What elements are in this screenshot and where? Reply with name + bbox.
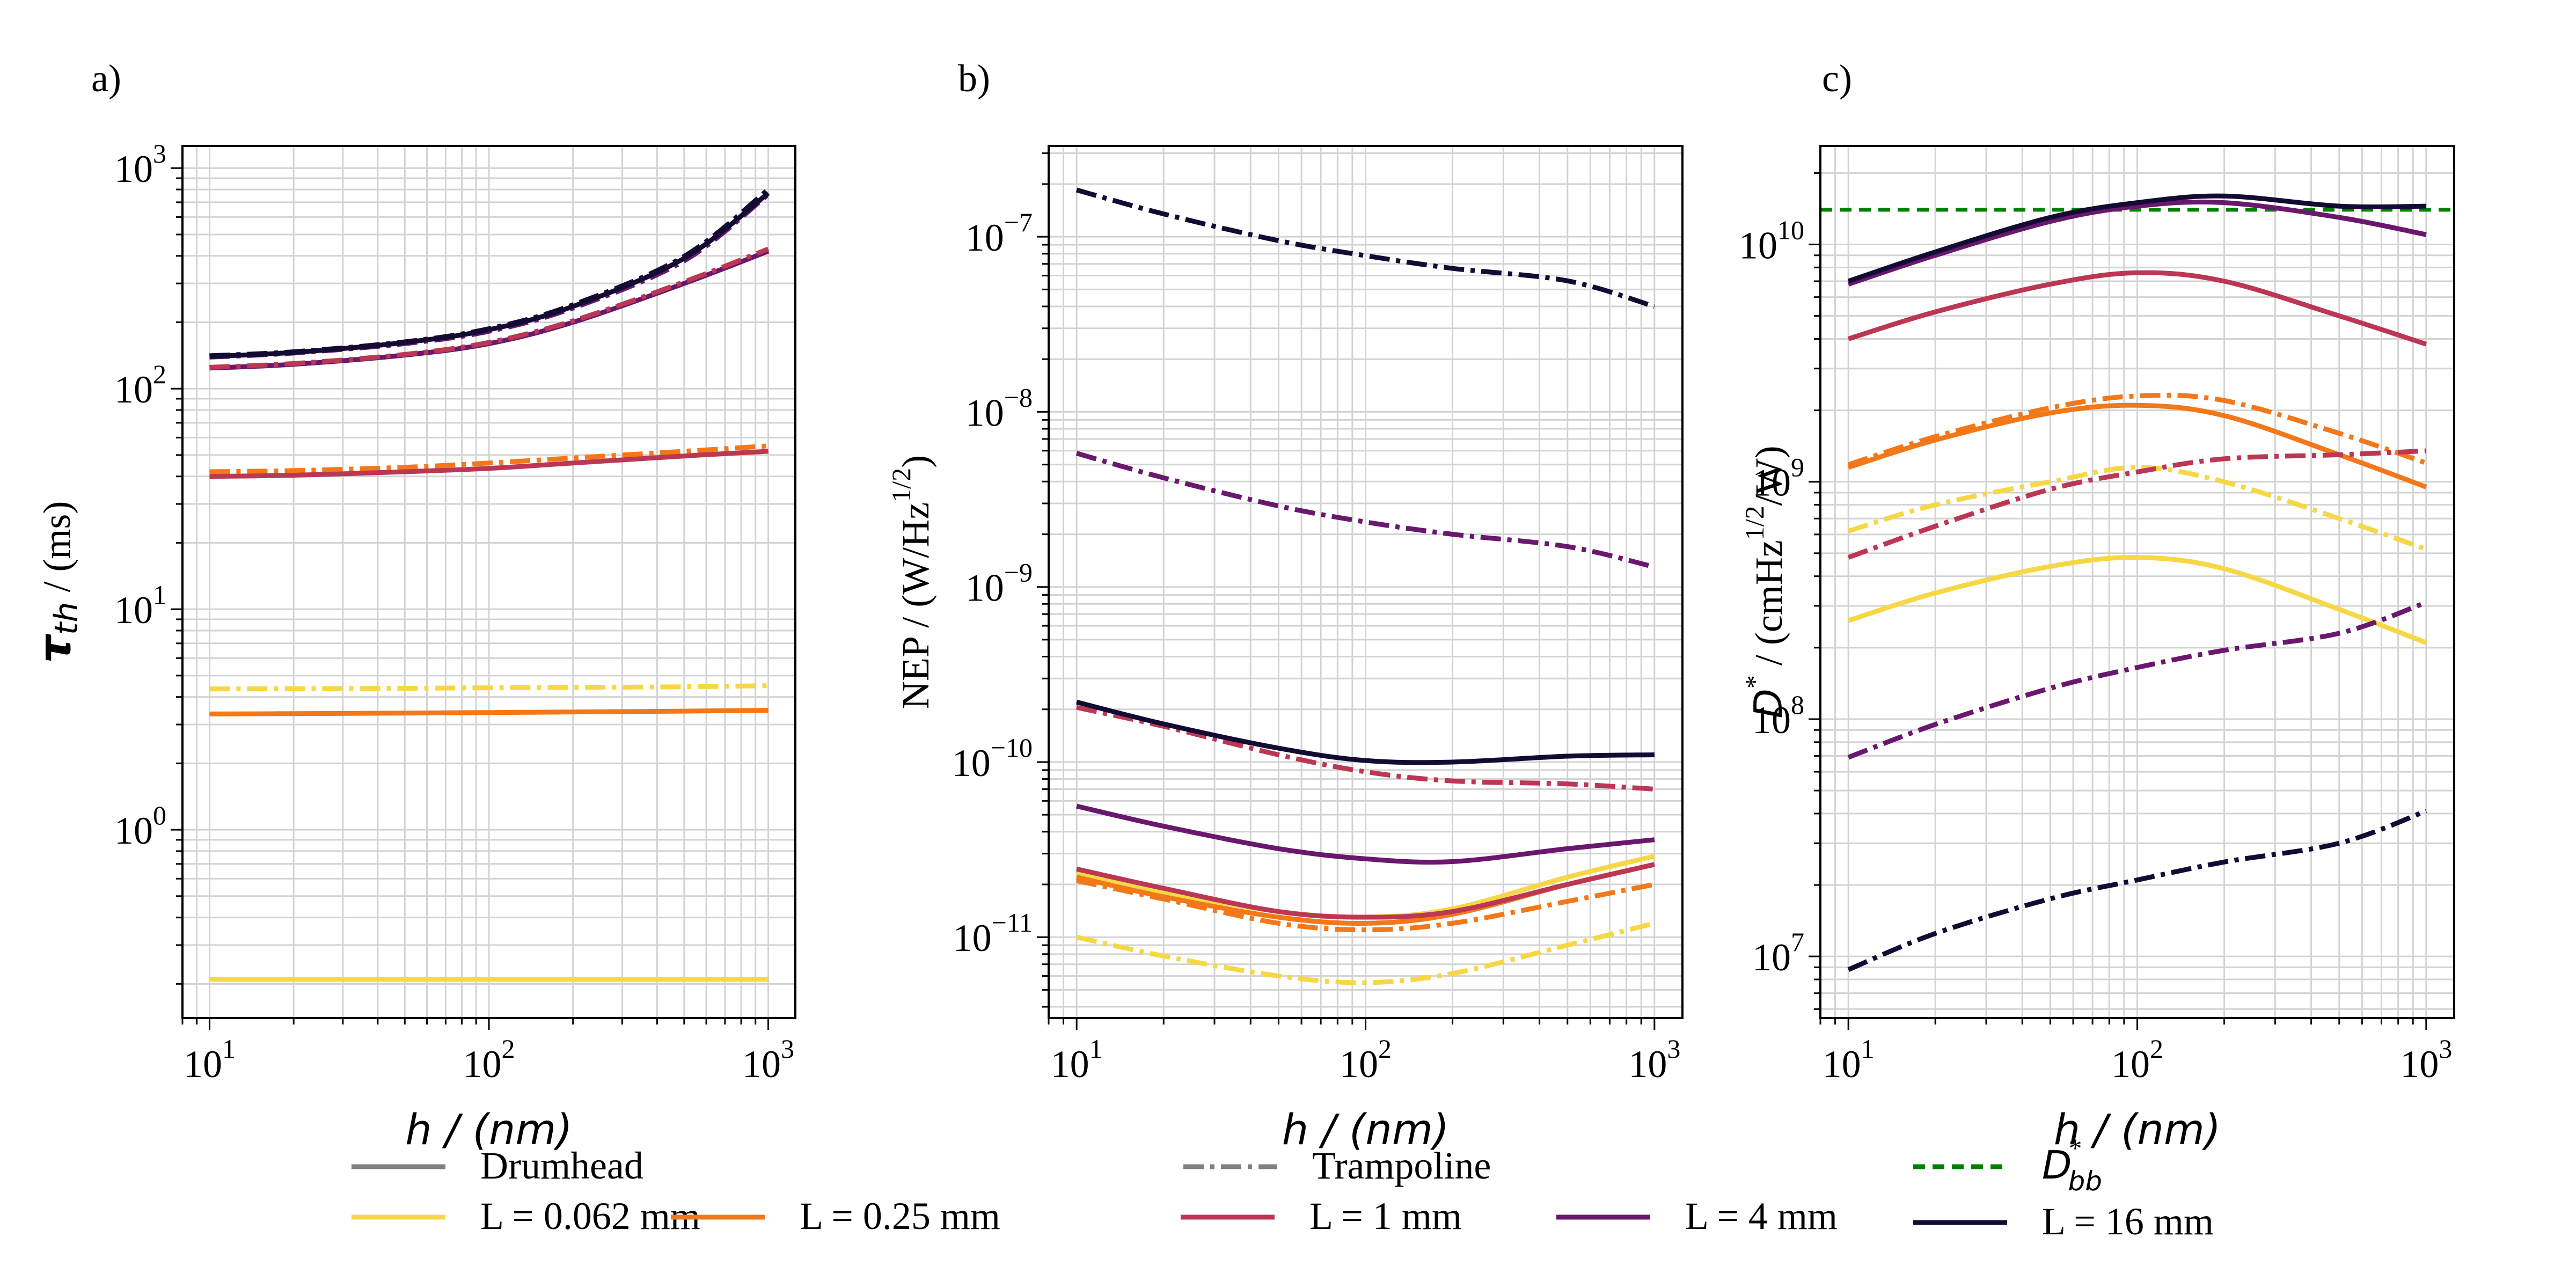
series-line [1076, 803, 1655, 865]
legend-entry: L = 4 mm [1556, 1195, 1838, 1238]
series-line [1847, 392, 2427, 467]
series-line [1847, 193, 2426, 284]
y-tick-label: 108 [1752, 690, 1804, 742]
grid [1809, 146, 2454, 1030]
y-tick-label: 10−9 [965, 558, 1033, 610]
x-tick-label: 102 [463, 1034, 515, 1086]
legend-label: Trampoline [1312, 1144, 1491, 1187]
legend-label: L = 0.25 mm [800, 1195, 1000, 1238]
x-tick-label: 101 [184, 1034, 236, 1086]
series-group [209, 187, 770, 982]
y-tick-label: 100 [114, 800, 166, 852]
series-line [209, 708, 769, 716]
y-tick-label: 107 [1752, 927, 1804, 979]
y-tick-label: 102 [114, 359, 166, 411]
axes-frame [1819, 145, 2455, 1019]
legend-entry: Trampoline [1183, 1144, 1491, 1187]
series-line [209, 449, 769, 479]
grid [171, 146, 795, 1030]
panel-label: b) [958, 57, 990, 100]
series-line [1075, 451, 1655, 569]
panel-b: 101 102 103 10−11 10−10 10−9 10−8 10−7 b) h / (nm… [886, 57, 1684, 1154]
axes-frame [1048, 145, 1684, 1019]
x-tick-label: 103 [742, 1034, 794, 1086]
y-tick-label: 103 [114, 138, 166, 191]
series-line [1076, 921, 1655, 985]
legend-label: Drumhead [480, 1144, 643, 1187]
y-tick-label: 10−11 [953, 908, 1033, 960]
y-tick-label: 10−8 [965, 382, 1033, 434]
series-line [209, 683, 769, 692]
legend-label: L = 1 mm [1309, 1195, 1462, 1238]
panel-c: 101 102 103 107 108 109 1010 c) h / (nm) D* / (cm… [1739, 57, 2455, 1154]
y-axis-label: NEP / (W/Hz1/2) [886, 455, 937, 709]
y-tick-label: 10−10 [952, 733, 1033, 785]
legend: Drumhead Trampoline D* bb L = 0.062 mm L = 0.… [352, 1133, 2214, 1243]
y-tick-label: 10−7 [965, 207, 1033, 259]
series-line [1076, 878, 1655, 933]
series-line [1076, 862, 1655, 920]
x-axis-label: h / (nm) [1282, 1106, 1450, 1154]
panel-label: c) [1822, 57, 1852, 100]
legend-entry: L = 0.25 mm [671, 1195, 1000, 1238]
series-line [1847, 808, 2427, 972]
y-tick-label: 101 [114, 580, 166, 632]
legend-label: L = 16 mm [2042, 1200, 2214, 1243]
series-line [209, 246, 770, 370]
x-tick-label: 101 [1051, 1034, 1103, 1086]
series-group [1847, 193, 2427, 972]
y-axis-label: τth / (ms) [30, 501, 85, 663]
series-line [209, 443, 769, 474]
legend-label: L = 0.062 mm [480, 1195, 700, 1238]
panel-label: a) [91, 57, 121, 100]
legend-label: D* bb [2042, 1133, 2102, 1197]
x-tick-label: 102 [1340, 1034, 1392, 1086]
series-line [1847, 448, 2427, 560]
x-tick-label: 103 [2400, 1034, 2452, 1086]
series-line [1847, 600, 2427, 760]
legend-entry: L = 16 mm [1913, 1200, 2214, 1243]
panel-a: 101 102 103 100 101 102 103 a) h / (nm) τth / (ms… [30, 57, 796, 1154]
y-tick-label: 109 [1752, 452, 1804, 504]
axes-frame [181, 145, 796, 1019]
series-line [1847, 555, 2427, 645]
legend-entry: L = 0.062 mm [352, 1195, 700, 1238]
legend-entry: L = 1 mm [1181, 1195, 1462, 1238]
series-line [1847, 270, 2427, 347]
y-tick-label: 1010 [1739, 215, 1804, 267]
x-axis-label: h / (nm) [405, 1106, 573, 1154]
series-line [1847, 465, 2427, 552]
series-line [1075, 187, 1656, 309]
x-tick-label: 103 [1628, 1034, 1680, 1086]
series-line [1847, 199, 2427, 287]
legend-entry: D* bb [1913, 1133, 2102, 1197]
series-group [1075, 187, 1656, 985]
legend-label: L = 4 mm [1685, 1195, 1838, 1238]
series-line [1076, 699, 1655, 765]
y-axis-label: D* / (cmHz1/2/W) [1739, 445, 1791, 718]
x-tick-label: 101 [1823, 1034, 1875, 1086]
series-line [209, 187, 770, 358]
legend-entry: Drumhead [352, 1144, 643, 1187]
x-axis-label: h / (nm) [2054, 1106, 2221, 1154]
x-tick-label: 102 [2111, 1034, 2163, 1086]
